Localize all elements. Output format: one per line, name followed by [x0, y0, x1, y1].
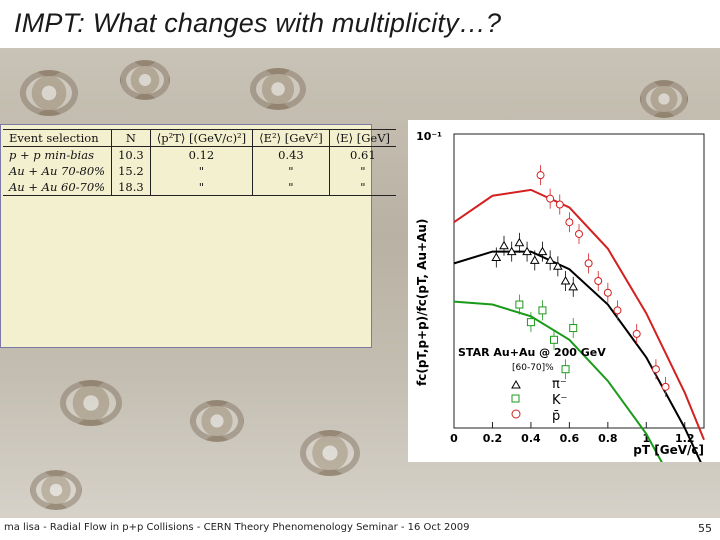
column-header: ⟨E⟩ [GeV]: [328, 129, 396, 147]
data-point: [584, 259, 593, 268]
legend-square-marker: [511, 394, 520, 403]
page-number: 55: [698, 522, 712, 535]
x-tick-label: 0.4: [521, 432, 541, 445]
plot-frame: [453, 133, 705, 429]
table-cell: 0.61: [328, 146, 396, 163]
data-point: [499, 240, 509, 250]
table-header-row: Event selection N ⟨p²T⟩ [(GeV/c)²] ⟨E²⟩ …: [3, 129, 396, 147]
data-point: [536, 171, 545, 180]
data-point: [594, 277, 603, 285]
data-point: [526, 318, 535, 327]
table-cell: ": [328, 163, 396, 179]
plot-canvas: 0 0.2 0.4 0.6 0.8 1 1.2 10⁻¹ fc(pT,p+p)/fc(pT,…: [415, 130, 705, 540]
y-top-tick-label: 10⁻¹: [416, 130, 442, 143]
data-point: [561, 365, 570, 374]
x-tick-label: 1.2: [675, 432, 695, 445]
table-cell: 0.12: [149, 146, 253, 163]
column-header: ⟨p²T⟩ [(GeV/c)²]: [149, 129, 253, 147]
legend-title: STAR Au+Au @ 200 GeV: [458, 346, 606, 359]
snail-shell-decoration: [20, 70, 78, 116]
legend-circle-marker: [511, 409, 521, 419]
table-cell: 18.3: [111, 179, 151, 196]
data-point: [560, 275, 571, 285]
table-cell: ": [252, 163, 330, 179]
data-point: [522, 246, 532, 256]
table-cell: ": [149, 163, 253, 179]
y-axis-label: fc(pT,p+p)/fc(pT, Au+Au): [415, 219, 429, 386]
data-point: [555, 200, 564, 209]
table-cell: 10.3: [111, 146, 151, 163]
legend-item-pion: π⁻: [552, 377, 567, 392]
fit-curve: [453, 250, 705, 470]
snail-shell-decoration: [300, 430, 360, 476]
fit-curve: [453, 188, 705, 441]
data-point: [515, 300, 524, 309]
snail-shell-decoration: [60, 380, 122, 426]
data-point: [546, 194, 555, 203]
table-cell: 0.43: [252, 146, 330, 163]
data-point: [569, 324, 578, 333]
spectra-ratio-plot: 0 0.2 0.4 0.6 0.8 1 1.2 10⁻¹ fc(pT,p+p)/fc(pT,…: [408, 120, 720, 540]
table-row: p + p min-bias 10.3 0.12 0.43 0.61: [3, 146, 396, 163]
snail-shell-decoration: [250, 68, 306, 110]
data-point: [603, 288, 612, 297]
table-cell: 15.2: [111, 163, 151, 179]
table-cell: ": [328, 179, 396, 196]
multiplicity-table-panel: Event selection N ⟨p²T⟩ [(GeV/c)²] ⟨E²⟩ …: [0, 124, 396, 348]
x-tick-label: 0.6: [560, 432, 580, 445]
snail-shell-decoration: [120, 60, 170, 100]
data-point: [506, 246, 517, 256]
data-point: [565, 218, 574, 227]
table-cell: ": [149, 179, 253, 196]
column-header: N: [111, 129, 151, 147]
snail-shell-decoration: [640, 80, 688, 118]
snail-shell-decoration: [30, 470, 82, 510]
data-point: [661, 382, 670, 391]
data-point: [514, 237, 525, 247]
data-point: [632, 329, 641, 338]
legend-subtitle: [60-70]%: [512, 363, 554, 373]
event-selection-table: Event selection N ⟨p²T⟩ [(GeV/c)²] ⟨E²⟩ …: [3, 129, 396, 196]
data-point: [651, 365, 660, 374]
snail-shell-decoration: [190, 400, 244, 442]
data-point: [552, 261, 563, 270]
table-cell: Au + Au 60-70%: [3, 179, 112, 196]
x-tick-label: 1: [642, 432, 650, 445]
legend-item-antiproton: p̄: [552, 409, 560, 424]
data-point: [575, 229, 583, 238]
data-point: [550, 335, 558, 344]
legend-triangle-marker: [511, 379, 521, 389]
legend-item-kaon: K⁻: [552, 393, 567, 408]
x-tick-label: 0.2: [483, 432, 503, 445]
table-cell: Au + Au 70-80%: [9, 164, 106, 178]
table-cell: ": [252, 179, 330, 196]
data-point: [537, 246, 548, 256]
slide-title: IMPT: What changes with multiplicity…?: [14, 8, 502, 38]
x-axis-label: pT [GeV/c]: [633, 443, 704, 457]
column-header: ⟨E²⟩ [GeV²]: [252, 129, 330, 147]
table-row: Au + Au 70-80% 15.2 " " ": [3, 163, 396, 179]
table-row: Au + Au 60-70% 18.3 " " ": [3, 179, 396, 196]
data-point: [491, 252, 502, 261]
column-header: Event selection: [3, 129, 112, 147]
data-point: [545, 255, 556, 264]
data-point: [538, 306, 547, 315]
x-tick-label: 0: [450, 432, 458, 445]
x-tick-label: 0.8: [598, 432, 618, 445]
data-point: [529, 255, 540, 264]
data-point: [613, 306, 622, 315]
slide-footer: ma lisa - Radial Flow in p+p Collisions …: [4, 522, 470, 533]
table-cell: p + p min-bias: [9, 148, 94, 162]
data-point: [568, 281, 579, 291]
